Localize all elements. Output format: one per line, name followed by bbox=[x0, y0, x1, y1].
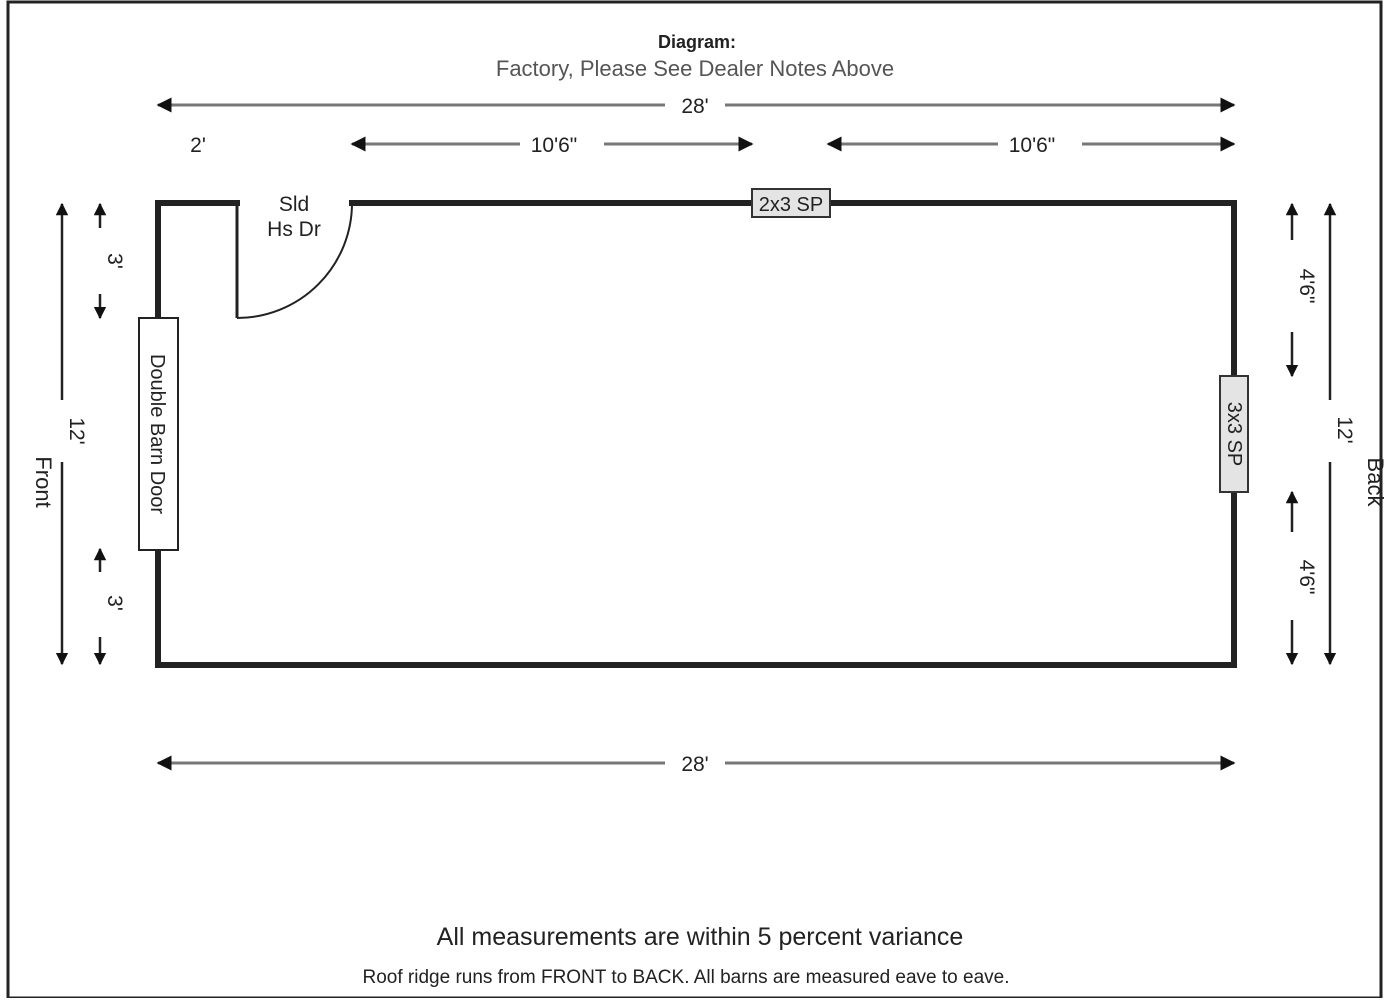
back-side-label: Back bbox=[1363, 458, 1388, 508]
roof-note: Roof ridge runs from FRONT to BACK. All … bbox=[363, 967, 1010, 988]
back-height-label: 12' bbox=[1333, 416, 1356, 443]
front-lower-dimension: 3' bbox=[93, 547, 126, 666]
back-lower-dimension: 4'6" bbox=[1285, 490, 1318, 666]
bottom-overall-label: 28' bbox=[681, 753, 708, 776]
side-door-label-line1: Sld bbox=[279, 193, 309, 216]
back-upper-dimension: 4'6" bbox=[1285, 202, 1318, 378]
top-segment-1-label: 10'6" bbox=[531, 134, 578, 157]
top-window: 2x3 SP bbox=[751, 188, 831, 218]
front-lower-label: 3' bbox=[103, 595, 126, 611]
side-door-label-line2: Hs Dr bbox=[267, 218, 321, 241]
top-overall-label: 28' bbox=[681, 95, 708, 118]
front-upper-dimension: 3' bbox=[93, 202, 126, 320]
top-window-label: 2x3 SP bbox=[759, 194, 823, 216]
front-offset-label: 2' bbox=[190, 134, 206, 157]
diagram-subtitle: Factory, Please See Dealer Notes Above bbox=[496, 56, 894, 81]
front-upper-label: 3' bbox=[103, 253, 126, 269]
top-segment-2-dimension: 10'6" bbox=[826, 134, 1236, 157]
front-door-label: Double Barn Door bbox=[146, 354, 168, 514]
top-segment-1-dimension: 10'6" bbox=[350, 134, 754, 157]
back-upper-label: 4'6" bbox=[1295, 269, 1318, 304]
front-side-label: Front bbox=[31, 456, 56, 507]
top-overall-dimension: 28' bbox=[156, 95, 1236, 118]
back-lower-label: 4'6" bbox=[1295, 560, 1318, 595]
front-height-dimension: 12' bbox=[55, 202, 88, 666]
back-height-dimension: 12' bbox=[1323, 202, 1356, 666]
back-window: 3x3 SP bbox=[1219, 375, 1249, 493]
page-frame bbox=[6, 0, 1383, 1000]
diagram-title: Diagram: bbox=[658, 32, 736, 52]
top-segment-2-label: 10'6" bbox=[1009, 134, 1056, 157]
variance-note: All measurements are within 5 percent va… bbox=[437, 923, 964, 951]
front-height-label: 12' bbox=[65, 417, 88, 444]
side-door: Sld Hs Dr bbox=[235, 193, 353, 319]
front-double-barn-door: Double Barn Door bbox=[138, 317, 179, 551]
bottom-overall-dimension: 28' bbox=[156, 753, 1236, 776]
building-outline bbox=[155, 200, 1237, 668]
back-window-label: 3x3 SP bbox=[1223, 402, 1245, 466]
